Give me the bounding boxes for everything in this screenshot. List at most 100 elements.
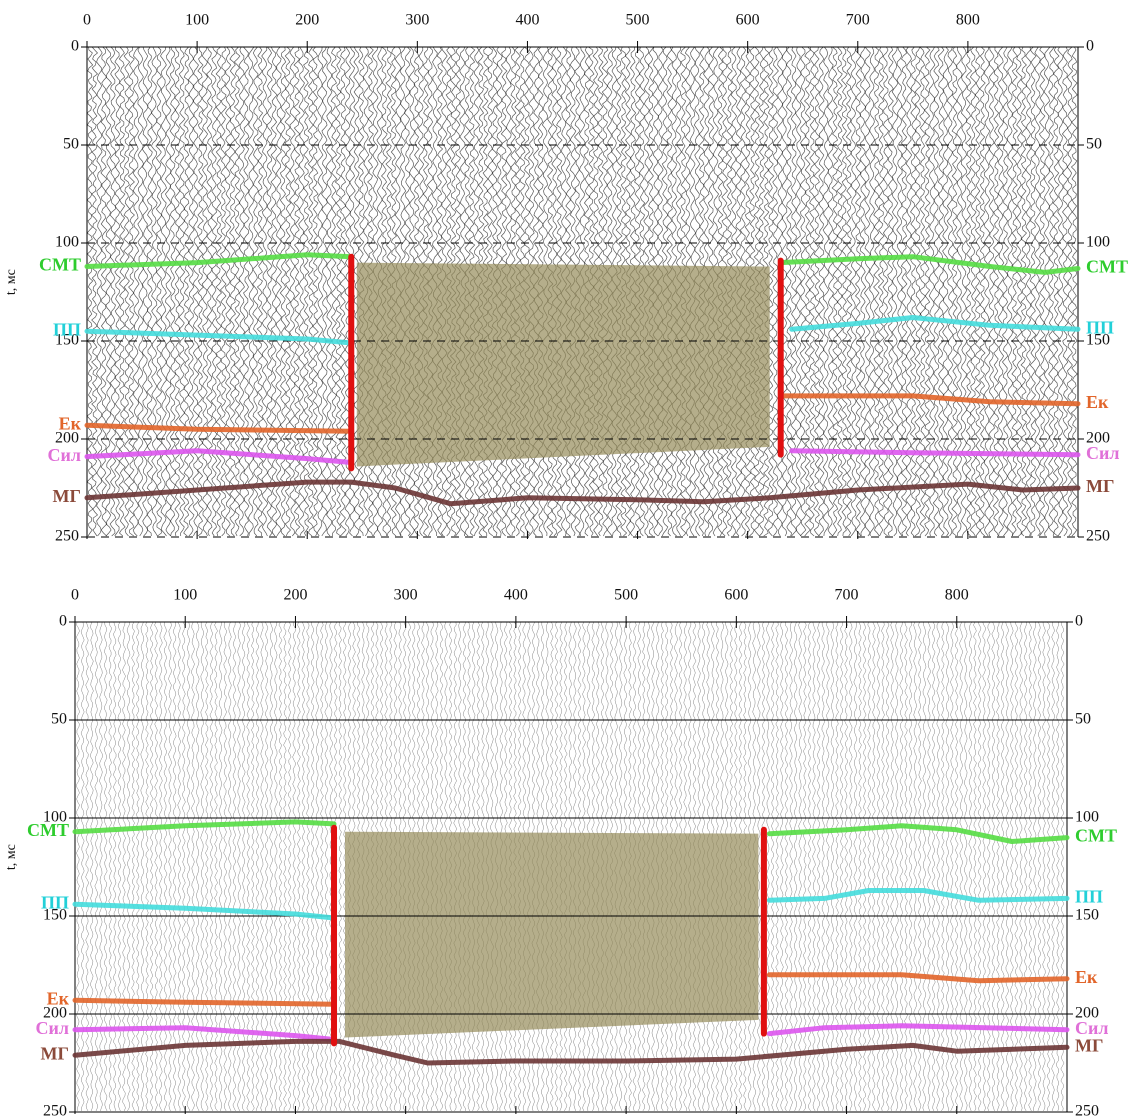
seismic-trace: [109, 46, 117, 537]
seismic-trace: [825, 621, 830, 1112]
y-tick-label: 250: [55, 528, 79, 545]
seismic-trace: [988, 46, 996, 537]
seismic-trace: [812, 621, 816, 1112]
horizon-line: [84, 315, 1081, 346]
seismic-trace: [324, 621, 329, 1112]
seismic-trace: [905, 46, 913, 537]
seismic-trace: [1057, 46, 1064, 537]
seismic-trace: [909, 46, 917, 537]
y-tick-label: 150: [1086, 332, 1110, 349]
seismic-trace: [779, 621, 784, 1112]
seismic-trace: [209, 621, 214, 1112]
seismic-trace: [821, 621, 826, 1112]
seismic-trace: [1060, 621, 1065, 1112]
seismic-trace: [292, 622, 297, 1112]
horizon-label: Ек: [1075, 967, 1098, 987]
seismic-trace: [1006, 46, 1014, 537]
seismic-trace: [273, 621, 278, 1112]
seismic-trace: [942, 46, 950, 537]
seismic-trace: [238, 46, 246, 537]
seismic-trace: [90, 46, 99, 537]
seismic-trace: [146, 46, 154, 537]
seismic-trace: [256, 46, 264, 537]
seismic-trace: [191, 621, 195, 1112]
x-tick-label: 400: [515, 12, 539, 29]
seismic-trace: [330, 46, 338, 537]
seismic-trace: [223, 621, 228, 1112]
seismic-trace: [914, 46, 922, 537]
seismic-trace: [108, 621, 113, 1112]
seismic-trace: [882, 46, 890, 537]
seismic-trace: [1037, 621, 1042, 1112]
seismic-trace: [206, 46, 213, 537]
seismic-trace: [154, 621, 159, 1112]
seismic-trace: [306, 621, 310, 1112]
seismic-trace: [835, 621, 839, 1112]
seismic-trace: [817, 46, 825, 537]
seismic-trace: [927, 621, 931, 1112]
seismic-trace: [174, 46, 181, 537]
horizon-label: СМТ: [1086, 257, 1128, 277]
seismic-trace: [954, 621, 959, 1112]
seismic-trace: [1009, 621, 1014, 1112]
seismic-trace: [1019, 621, 1023, 1112]
y-tick-label: 150: [55, 332, 79, 349]
seismic-trace: [269, 621, 274, 1112]
y-tick-label: 50: [63, 136, 79, 153]
seismic-trace: [145, 621, 149, 1112]
seismic-trace: [177, 621, 182, 1112]
seismic-trace: [215, 46, 223, 537]
horizon-label: ПП: [41, 892, 69, 912]
seismic-trace: [1011, 46, 1019, 537]
seismic-trace: [310, 621, 315, 1112]
seismic-trace: [931, 621, 936, 1112]
seismic-trace: [896, 46, 903, 537]
horizon-label: ПП: [1086, 317, 1114, 337]
seismic-trace: [94, 621, 99, 1112]
horizon-label: СМТ: [1075, 826, 1117, 846]
seismic-trace: [973, 621, 977, 1112]
seismic-trace: [969, 46, 977, 537]
seismic-trace: [983, 46, 991, 537]
seismic-trace: [181, 621, 186, 1112]
horizon-label: Ек: [59, 413, 82, 433]
seismic-trace: [85, 621, 90, 1112]
y-tick-label: 200: [43, 1005, 67, 1022]
seismic-trace: [325, 46, 333, 537]
seismic-trace: [881, 621, 885, 1112]
seismic-trace: [1061, 46, 1069, 537]
seismic-trace: [298, 46, 305, 537]
x-tick-label: 600: [724, 587, 748, 604]
seismic-trace: [839, 622, 844, 1112]
seismic-trace: [844, 621, 849, 1112]
seismic-trace: [1028, 621, 1033, 1112]
seismic-trace: [155, 46, 163, 537]
seismic-trace: [321, 46, 328, 537]
seismic-trace: [1070, 46, 1078, 537]
seismic-trace: [822, 46, 830, 537]
seismic-trace: [873, 46, 880, 537]
seismic-trace: [163, 621, 168, 1112]
seismic-trace: [977, 621, 982, 1112]
seismic-trace: [894, 621, 899, 1112]
x-tick-label: 700: [846, 12, 870, 29]
seismic-trace: [103, 621, 108, 1112]
seismic-trace: [799, 46, 807, 537]
seismic-trace: [275, 46, 283, 537]
seismic-trace: [168, 621, 172, 1112]
seismic-trace: [76, 621, 80, 1112]
seismic-trace: [247, 46, 255, 537]
seismic-trace: [187, 46, 195, 537]
seismic-trace: [951, 46, 959, 537]
seismic-trace: [982, 621, 987, 1112]
seismic-trace: [928, 46, 936, 537]
horizon-line: [84, 252, 1081, 275]
horizon-line: [72, 1023, 1070, 1042]
seismic-trace: [311, 46, 319, 537]
seismic-trace: [104, 46, 112, 537]
horizon-label: СМТ: [27, 820, 69, 840]
shaded-block: [356, 262, 770, 467]
seismic-trace: [908, 621, 913, 1112]
seismic-trace: [845, 46, 853, 537]
seismic-trace: [131, 621, 136, 1112]
